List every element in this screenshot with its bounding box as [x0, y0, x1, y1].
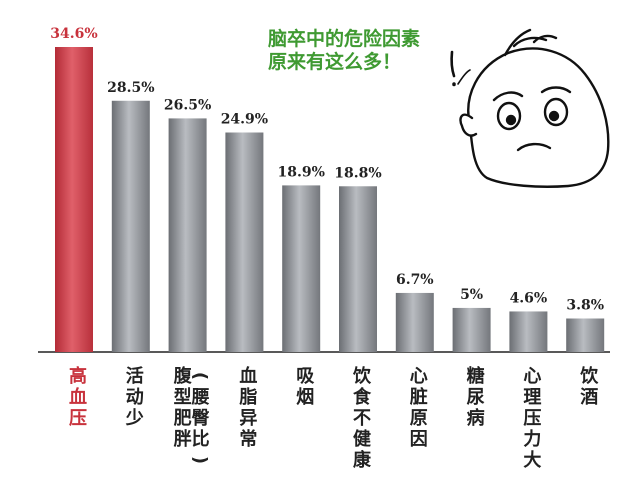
category-label-2-char: 肥 — [173, 408, 192, 429]
category-label-2-char: ( — [190, 372, 211, 380]
category-label-6-char: 脏 — [410, 386, 428, 408]
speech-bubble-text: 脑卒中的危险因素 原来有这么多！ — [268, 28, 458, 74]
speech-line-2: 原来有这么多！ — [268, 51, 402, 73]
category-label-2-char: 型 — [174, 386, 192, 408]
category-label-5-char: 康 — [353, 449, 372, 471]
category-label-6-char: 心 — [410, 366, 428, 387]
value-label-9: 3.8% — [566, 298, 604, 314]
bar-0 — [55, 47, 93, 352]
category-label-8-char: 理 — [523, 387, 541, 408]
category-label-9-char: 饮 — [579, 365, 599, 387]
category-label-8-char: 心 — [523, 366, 541, 387]
category-label-2-char: 腹 — [174, 365, 193, 387]
category-label-8-char: 大 — [523, 449, 541, 471]
category-label-3-char: 常 — [239, 428, 257, 450]
category-label-5-char: 食 — [352, 386, 372, 408]
value-label-1: 28.5% — [107, 80, 154, 96]
value-label-0: 34.6% — [50, 26, 97, 42]
category-label-7-char: 病 — [467, 407, 485, 429]
category-label-5-char: 健 — [353, 428, 371, 450]
category-label-1-char: 少 — [125, 408, 144, 429]
value-label-3: 24.9% — [221, 112, 268, 128]
bar-5 — [339, 186, 377, 352]
category-label-5-char: 饮 — [352, 365, 372, 387]
speech-line-1: 脑卒中的危险因素 — [268, 28, 421, 50]
category-label-0-char: 血 — [69, 386, 87, 408]
bar-1 — [111, 100, 150, 353]
bar-9 — [566, 318, 605, 352]
bar-6 — [395, 292, 434, 352]
category-label-6-char: 原 — [410, 408, 428, 429]
value-label-6: 6.7% — [396, 272, 434, 288]
category-label-5-char: 不 — [353, 408, 371, 429]
category-label-6-char: 因 — [410, 429, 428, 450]
category-label-2-char: 臀 — [192, 408, 210, 429]
bar-8 — [509, 311, 548, 352]
bar-3 — [225, 132, 264, 352]
value-label-2: 26.5% — [164, 97, 211, 113]
category-label-7-char: 尿 — [467, 387, 485, 408]
worried-face-icon — [450, 28, 610, 188]
value-label-8: 4.6% — [510, 290, 548, 306]
category-label-8-char: 力 — [523, 429, 541, 450]
value-label-5: 18.8% — [334, 165, 381, 181]
category-label-2-char: ) — [190, 456, 211, 464]
category-label-1-char: 活 — [126, 365, 144, 387]
value-label-7: 5% — [460, 287, 483, 303]
category-label-8-char: 压 — [523, 408, 541, 429]
value-label-group: 34.6% 28.5% 26.5% 24.9% 18.9% 18.8% 6.7% 5% 4.6%… — [50, 26, 604, 314]
category-label-3-char: 异 — [239, 408, 257, 429]
category-label-3-char: 血 — [239, 365, 257, 387]
category-label-4-char: 烟 — [296, 386, 314, 408]
category-label-4-char: 吸 — [296, 366, 315, 387]
category-label-3-char: 脂 — [239, 387, 257, 408]
bar-4 — [282, 185, 321, 352]
category-label-2-char: 胖 — [174, 428, 192, 450]
category-label-0-char: 高 — [69, 365, 87, 387]
category-label-1-char: 动 — [126, 387, 144, 408]
category-label-0-char: 压 — [69, 408, 87, 429]
category-label-7-char: 糖 — [467, 365, 485, 387]
category-label-2-char: 比 — [192, 429, 210, 450]
bar-7 — [452, 307, 491, 352]
category-label-9-char: 酒 — [580, 386, 598, 408]
category-label-2-char: 腰 — [191, 387, 210, 408]
value-label-4: 18.9% — [277, 164, 324, 180]
bar-2 — [168, 118, 207, 352]
bar-group — [55, 47, 605, 353]
